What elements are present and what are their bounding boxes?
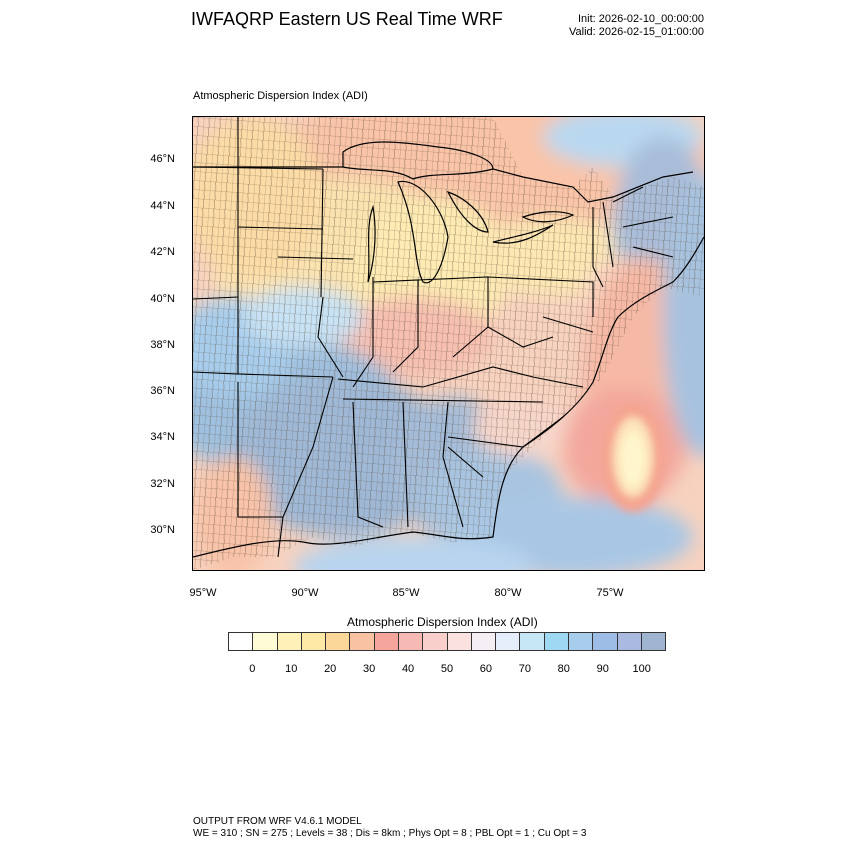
colorbar-tick-label: 10: [285, 663, 298, 675]
colorbar-tick-label: 30: [363, 663, 376, 675]
colorbar-cell: [447, 633, 472, 650]
us-canada-border: [193, 166, 694, 203]
colorbar-cell: [229, 633, 254, 650]
colorbar-cell: [471, 633, 497, 650]
colorbar-cell: [398, 633, 424, 650]
colorbar-tick-label: 60: [479, 663, 493, 675]
colorbar-tick-label: 100: [632, 663, 651, 675]
lon-label: 90°W: [291, 587, 319, 599]
colorbar-cell: [520, 633, 545, 650]
panel-title: Atmospheric Dispersion Index (ADI): [193, 90, 368, 102]
lat-label: 36°N: [150, 385, 175, 397]
model-info-footer: OUTPUT FROM WRF V4.6.1 MODEL WE = 310 ; …: [193, 816, 586, 840]
init-time: Init: 2026-02-10_00:00:00: [578, 13, 704, 25]
colorbar-cell: [617, 633, 642, 650]
lon-label: 80°W: [494, 587, 522, 599]
lat-label: 38°N: [150, 339, 175, 351]
lon-label: 95°W: [189, 587, 217, 599]
colorbar-cell: [496, 633, 521, 650]
colorbar-cell: [544, 633, 569, 650]
footer-line-1: OUTPUT FROM WRF V4.6.1 MODEL: [193, 816, 362, 827]
colorbar-cell: [350, 633, 375, 650]
lat-label: 30°N: [150, 524, 175, 536]
colorbar-cell: [253, 633, 278, 650]
atlantic-gulf-coastline: [193, 236, 704, 558]
lat-label: 46°N: [150, 153, 175, 165]
lat-label: 42°N: [150, 246, 175, 258]
lat-label: 32°N: [150, 478, 175, 490]
colorbar-cell: [374, 633, 399, 650]
colorbar-tick-label: 70: [518, 663, 531, 675]
valid-time: Valid: 2026-02-15_01:00:00: [569, 26, 704, 38]
colorbar-cell: [593, 633, 618, 650]
lon-label: 85°W: [392, 587, 420, 599]
colorbar-tick-label: 80: [557, 663, 570, 675]
lat-label: 40°N: [150, 293, 175, 305]
colorbar-tick-label: 90: [596, 663, 609, 675]
colorbar-cell: [301, 633, 327, 650]
lat-label: 44°N: [150, 200, 175, 212]
colorbar-tick-label: 40: [401, 663, 415, 675]
colorbar-cell: [326, 633, 351, 650]
colorbar-title: Atmospheric Dispersion Index (ADI): [347, 615, 538, 629]
footer-line-2: WE = 310 ; SN = 275 ; Levels = 38 ; Dis …: [193, 828, 587, 839]
colorbar-cell: [568, 633, 594, 650]
lon-label: 75°W: [596, 587, 624, 599]
time-info: Init: 2026-02-10_00:00:00 Valid: 2026-02…: [569, 13, 704, 39]
colorbar-cell: [277, 633, 302, 650]
atlantic-high-index-core: [601, 402, 665, 512]
adi-field-map: [193, 117, 704, 570]
colorbar-cell: [423, 633, 448, 650]
lat-label: 34°N: [150, 431, 175, 443]
colorbar-tick-label: 50: [440, 663, 454, 675]
colorbar-tick-label: 20: [324, 663, 337, 675]
colorbar-cell: [641, 633, 666, 650]
map-panel: [192, 116, 705, 571]
colorbar-tick-label: 0: [249, 663, 256, 675]
county-boundaries: [193, 117, 704, 570]
colorbar: [228, 632, 666, 651]
map-title: IWFAQRP Eastern US Real Time WRF: [191, 9, 503, 29]
